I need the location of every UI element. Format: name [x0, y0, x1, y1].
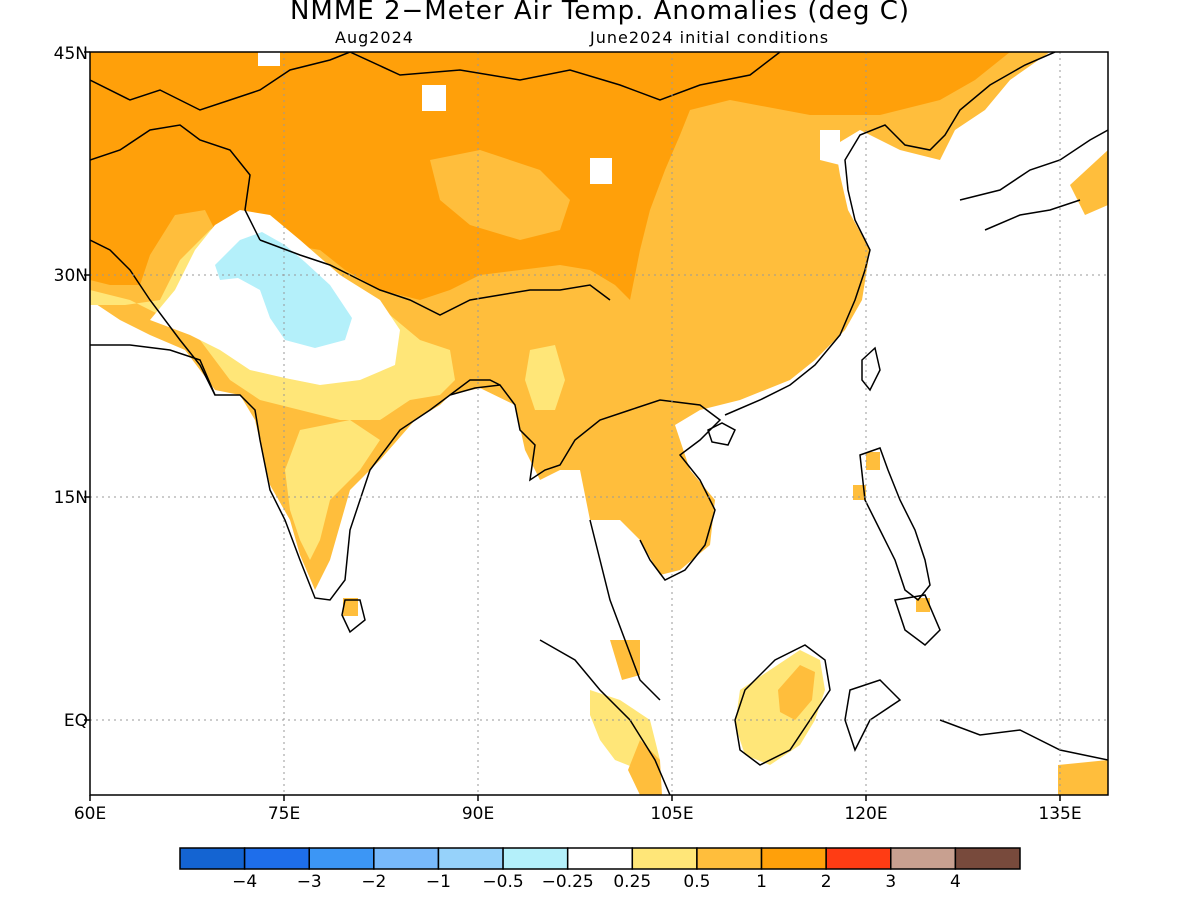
initial-conditions: June2024 initial conditions [590, 28, 830, 47]
colorbar-label-11: 4 [949, 872, 961, 892]
colorbar-swatch-0 [179, 847, 246, 870]
axis-ticks [84, 51, 1061, 801]
lon-label-90e: 90E [461, 804, 495, 824]
lat-label-45n: 45N [53, 44, 88, 64]
colorbar-swatch-5 [502, 847, 569, 870]
lat-label-eq: EQ [63, 711, 88, 731]
anomaly-region-japan [1070, 150, 1108, 215]
colorbar-swatch-7 [631, 847, 698, 870]
colorbar-label-7: 0.5 [683, 872, 711, 892]
anomaly-region-warm-light-peninsula [285, 420, 380, 560]
colorbar-label-5: −0.25 [541, 872, 594, 892]
colorbar-swatch-9 [760, 847, 827, 870]
colorbar-label-0: −4 [232, 872, 258, 892]
colorbar-label-8: 1 [756, 872, 767, 892]
colorbar-swatch-12 [954, 847, 1021, 870]
anomaly-region-warm-china [430, 150, 570, 240]
anomaly-region-malaya [610, 640, 640, 680]
anomaly-region-warm-light-myanmar [525, 345, 565, 410]
colorbar-label-4: −0.5 [482, 872, 524, 892]
colorbar-label-6: 0.25 [613, 872, 652, 892]
colorbar-swatch-1 [243, 847, 310, 870]
anomaly-region-strong-warm [90, 52, 1010, 300]
colorbar-swatch-8 [696, 847, 763, 870]
lon-label-135e: 135E [1038, 804, 1082, 824]
colorbar-swatch-11 [890, 847, 957, 870]
colorbar-swatch-10 [825, 847, 892, 870]
anomaly-region-cool [215, 232, 352, 348]
map-fields [90, 52, 1108, 795]
colorbar-label-3: −1 [425, 872, 451, 892]
lon-label-105e: 105E [650, 804, 694, 824]
colorbar-label-10: 3 [885, 872, 897, 892]
colorbar-label-2: −2 [361, 872, 387, 892]
lat-label-30n: 30N [53, 266, 88, 286]
lat-label-15n: 15N [53, 488, 88, 508]
lon-label-60e: 60E [73, 804, 107, 824]
colorbar [179, 847, 1021, 870]
gridlines [90, 52, 1108, 795]
lon-label-120e: 120E [844, 804, 888, 824]
colorbar-label-9: 2 [820, 872, 832, 892]
colorbar-swatch-6 [566, 847, 634, 870]
anomaly-region-sumatra-warm [628, 740, 662, 795]
lon-label-75e: 75E [267, 804, 301, 824]
colorbar-swatch-2 [308, 847, 375, 870]
anomaly-region-newguinea [1058, 760, 1108, 795]
colorbar-swatch-3 [373, 847, 440, 870]
anomaly-region-srilanka [343, 598, 358, 616]
map-title: NMME 2−Meter Air Temp. Anomalies (deg C) [289, 0, 911, 26]
forecast-month: Aug2024 [335, 28, 414, 47]
anomaly-region-borneo-core [778, 665, 815, 720]
map-frame [89, 51, 1109, 796]
coastlines [90, 52, 1108, 795]
colorbar-swatch-4 [437, 847, 504, 870]
colorbar-label-1: −3 [296, 872, 322, 892]
